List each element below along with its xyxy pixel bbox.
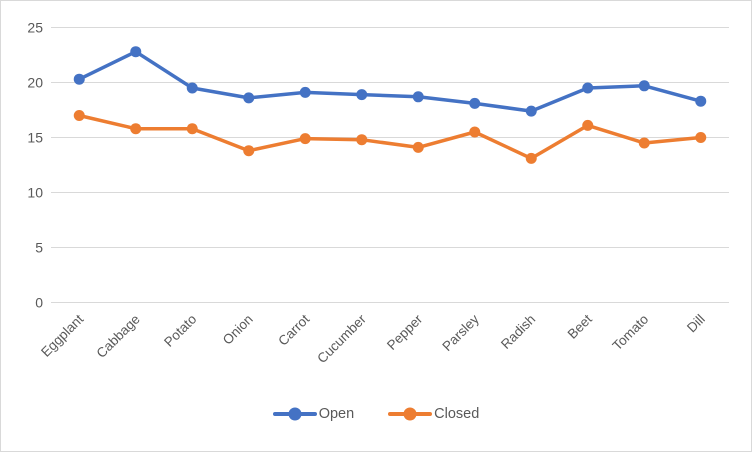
chart-legend: Open Closed [1,407,751,422]
legend-dot-icon [288,407,302,421]
data-point-closed [243,145,255,157]
data-point-open [299,86,311,98]
data-point-closed [299,133,311,145]
data-point-open [695,95,707,107]
x-tick-label: Tomato [609,312,651,354]
data-point-closed [469,126,481,138]
x-tick-label: Eggplant [38,311,86,359]
data-point-closed [582,119,594,131]
legend-dot-icon [403,407,417,421]
y-tick-label: 5 [35,240,43,256]
x-tick-label: Onion [220,312,256,348]
data-point-open [186,82,198,94]
data-point-open [73,73,85,85]
x-tick-label: Carrot [275,311,312,348]
data-point-open [356,89,368,101]
data-point-open [582,82,594,94]
y-tick-label: 0 [35,295,43,311]
data-point-open [130,46,142,58]
x-tick-label: Potato [161,312,199,350]
legend-line-marker-icon [388,407,433,421]
x-tick-label: Radish [498,312,538,352]
data-point-open [412,91,424,103]
legend-label-closed: Closed [434,406,480,422]
x-tick-label: Cabbage [94,312,143,361]
data-point-closed [638,137,650,149]
x-tick-label: Cucumber [314,311,369,366]
data-point-closed [186,123,198,135]
y-tick-label: 10 [27,185,43,201]
x-tick-label: Beet [565,311,595,341]
legend-item-open: Open [272,406,355,422]
y-tick-label: 15 [27,130,43,146]
data-point-open [243,92,255,104]
data-point-closed [356,134,368,146]
data-point-closed [695,132,707,143]
y-tick-label: 25 [27,20,43,36]
x-tick-label: Pepper [384,311,426,353]
series-line-closed [77,113,703,161]
y-tick-label: 20 [27,75,43,91]
legend-line-marker-icon [272,407,317,421]
legend-label-open: Open [318,406,355,422]
data-point-open [638,80,650,92]
data-point-closed [412,141,424,153]
data-point-open [525,105,537,117]
data-point-closed [73,110,85,121]
legend-item-closed: Closed [388,407,479,422]
x-tick-label: Parsley [439,311,482,354]
data-point-closed [525,152,537,164]
series-line-open [77,49,703,113]
x-tick-label: Dill [684,312,708,336]
data-point-open [469,97,481,109]
data-point-closed [130,123,142,135]
